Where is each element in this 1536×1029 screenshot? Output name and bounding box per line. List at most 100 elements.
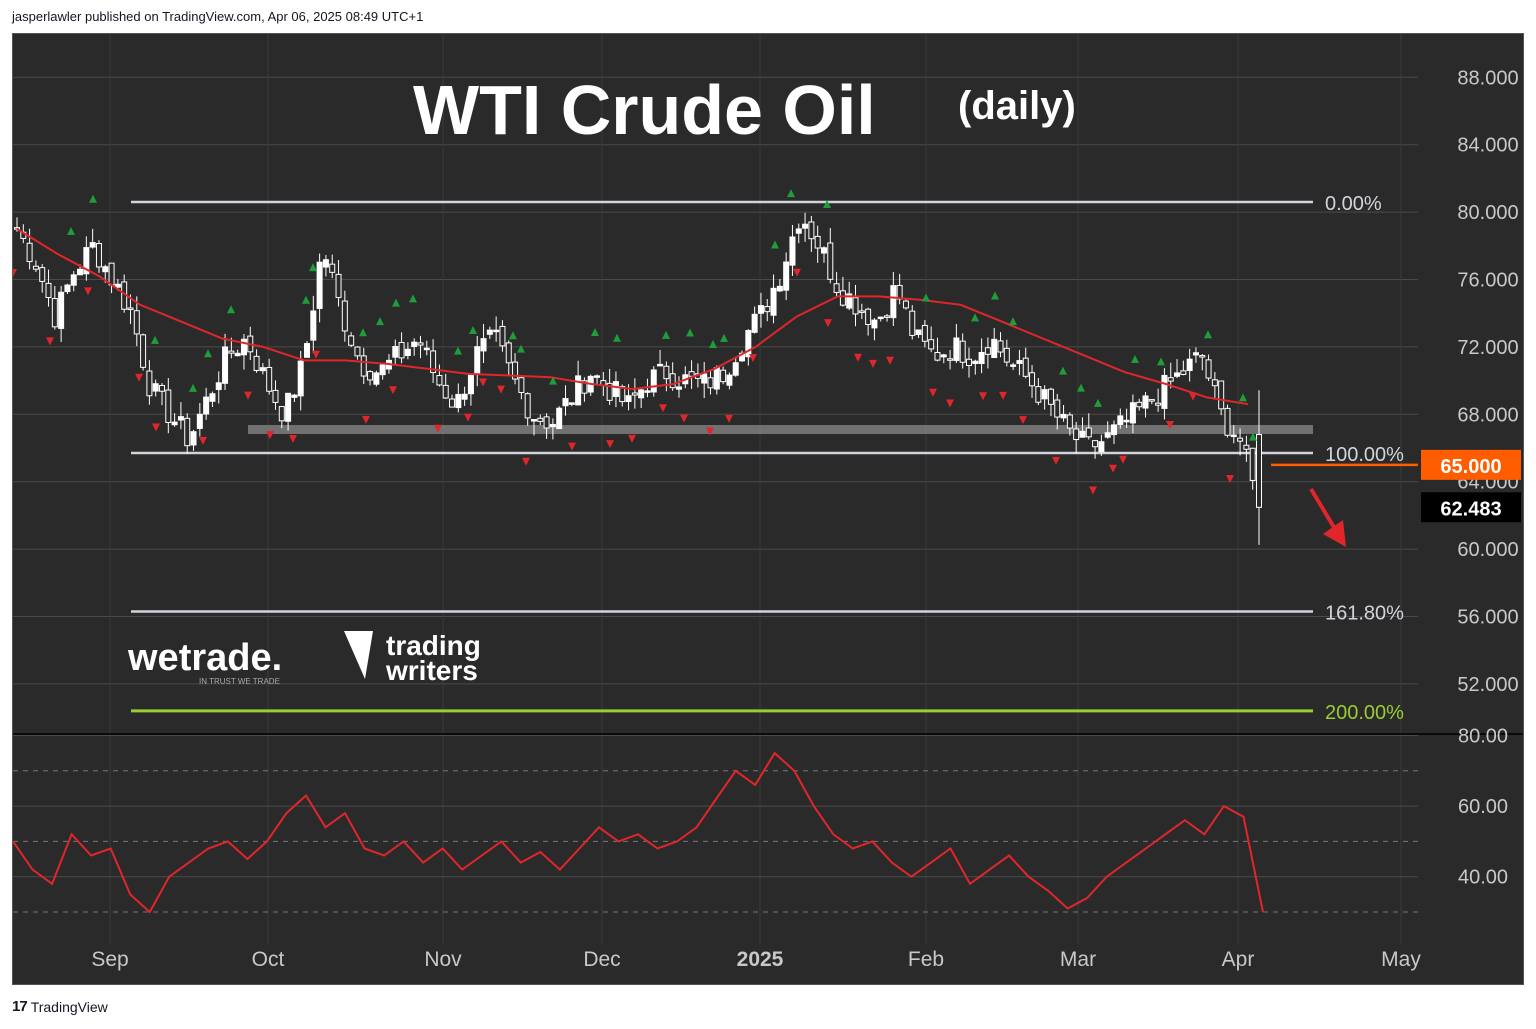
- footer-brand[interactable]: TradingView: [30, 998, 108, 1015]
- price-tick-label: 80.000: [1457, 202, 1518, 224]
- candle: [228, 350, 235, 354]
- candle: [1155, 402, 1162, 406]
- candle: [537, 417, 544, 422]
- candle: [978, 351, 985, 364]
- candle: [594, 375, 601, 378]
- candle: [858, 310, 865, 313]
- fractal-down-arrow: [244, 391, 252, 400]
- candle: [461, 393, 468, 400]
- fractal-up-arrow: [1249, 432, 1257, 441]
- tradingview-logo-icon: 17: [12, 998, 28, 1015]
- candle: [1192, 352, 1199, 356]
- time-axis-label: 2025: [737, 948, 784, 971]
- candle: [341, 300, 348, 332]
- chart-frame[interactable]: 88.000 84.000 80.000 76.000 72.000 68.000 64.0…: [12, 33, 1524, 985]
- candle: [1110, 424, 1117, 436]
- fractal-up-arrow: [359, 328, 367, 337]
- candle: [379, 364, 386, 376]
- candle: [675, 386, 682, 390]
- fib-label: 100.00%: [1325, 444, 1404, 466]
- fractal-down-arrow: [1019, 416, 1027, 425]
- candle: [1136, 401, 1143, 408]
- fractal-up-arrow: [971, 313, 979, 322]
- candle: [972, 360, 979, 365]
- candle: [1092, 440, 1099, 448]
- candle: [909, 310, 916, 336]
- candle: [291, 394, 298, 398]
- fractal-down-arrow: [979, 392, 987, 401]
- fractal-down-arrow: [869, 359, 877, 368]
- fractal-down-arrow: [199, 436, 207, 445]
- candle: [58, 291, 65, 329]
- candle: [184, 417, 191, 447]
- last-price-badge: [1421, 492, 1521, 523]
- chart-subtitle: (daily): [958, 84, 1076, 128]
- candle: [480, 338, 487, 352]
- candle: [657, 363, 664, 367]
- fractal-down-arrow: [46, 337, 54, 346]
- price-tick-label: 60.000: [1457, 539, 1518, 561]
- candle: [1205, 359, 1212, 379]
- trading-writers-icon: [344, 631, 373, 679]
- chart-canvas[interactable]: 88.00084.00080.00076.00072.00068.00064.0…: [13, 34, 1523, 984]
- candle: [745, 330, 752, 358]
- fractal-down-arrow: [266, 431, 274, 440]
- candle: [222, 346, 229, 384]
- candle: [89, 242, 96, 248]
- candle: [814, 235, 821, 249]
- fractal-up-arrow: [302, 295, 310, 304]
- candle: [562, 397, 569, 407]
- candle: [1010, 364, 1017, 367]
- candle: [991, 338, 998, 359]
- fractal-down-arrow: [606, 440, 614, 449]
- fractal-up-arrow: [376, 317, 384, 326]
- candle: [64, 284, 71, 293]
- candle: [140, 334, 147, 368]
- candle: [701, 373, 708, 384]
- candle: [575, 375, 582, 406]
- candle: [543, 416, 550, 429]
- candle: [146, 370, 153, 397]
- candle: [644, 390, 651, 393]
- fractal-down-arrow: [464, 413, 472, 422]
- candle: [934, 352, 941, 361]
- time-axis-label: May: [1381, 948, 1421, 971]
- candle: [493, 329, 500, 333]
- candle: [638, 389, 645, 399]
- candle: [467, 373, 474, 395]
- candle: [1211, 379, 1218, 387]
- footer[interactable]: 17 TradingView: [12, 998, 108, 1015]
- candle: [959, 340, 966, 363]
- candle: [32, 265, 39, 270]
- candle: [1243, 444, 1250, 450]
- candle: [713, 367, 720, 390]
- candle: [953, 337, 960, 361]
- down-arrow-shaft: [1309, 487, 1340, 536]
- fractal-up-arrow: [227, 305, 235, 314]
- support-zone: [248, 425, 1313, 434]
- fractal-up-arrow: [1009, 317, 1017, 326]
- fractal-up-arrow: [662, 330, 670, 339]
- candle: [783, 261, 790, 291]
- fractal-down-arrow: [312, 350, 320, 359]
- candle: [1161, 374, 1168, 409]
- fractal-up-arrow: [204, 349, 212, 358]
- candle: [833, 283, 840, 293]
- fractal-up-arrow: [991, 291, 999, 300]
- candle: [322, 259, 329, 268]
- candle: [915, 329, 922, 335]
- rsi-tick-label: 80.00: [1458, 726, 1508, 748]
- fractal-down-arrow: [1189, 392, 1197, 401]
- candle: [51, 298, 58, 328]
- candle: [1218, 380, 1225, 410]
- candle: [114, 283, 121, 288]
- candle: [45, 282, 52, 299]
- candle: [795, 228, 802, 234]
- candle: [530, 419, 537, 422]
- fractal-up-arrow: [591, 328, 599, 337]
- fractal-down-arrow: [1226, 475, 1234, 484]
- candle: [354, 346, 361, 357]
- candle: [1054, 399, 1061, 418]
- candle: [846, 293, 853, 309]
- candle: [612, 381, 619, 397]
